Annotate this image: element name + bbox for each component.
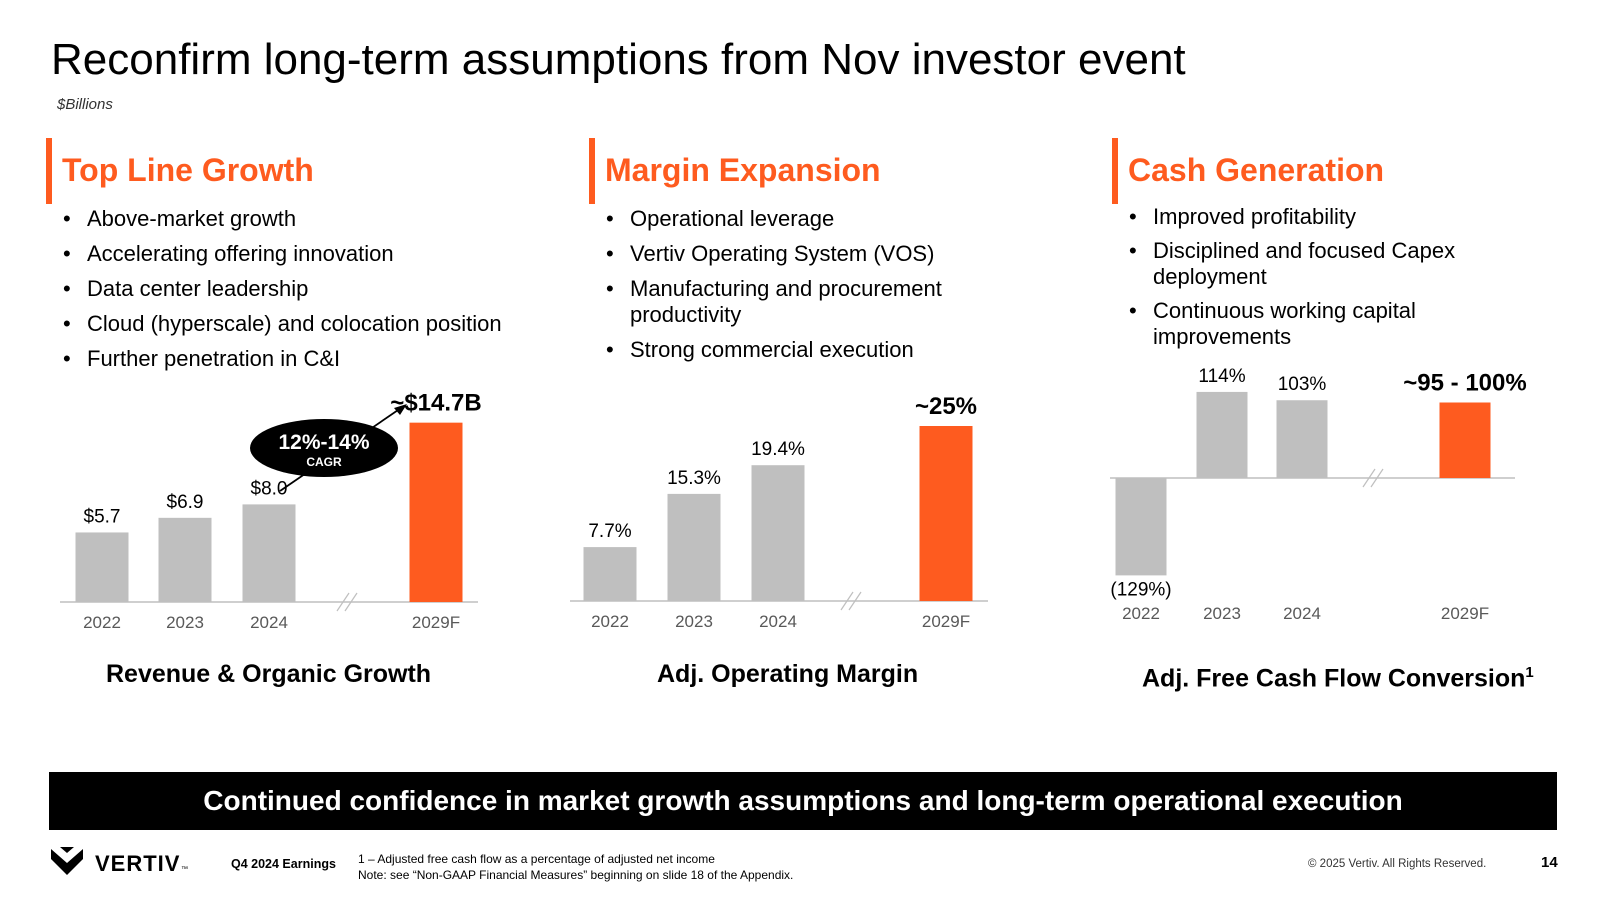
operating-margin-chart-title: Adj. Operating Margin bbox=[657, 660, 919, 688]
operating-margin-bar-chart: 7.7% 2022 15.3% 2023 19.4% 2024 ~25% 2029F bbox=[570, 393, 988, 631]
vertiv-chevron-icon-notch bbox=[60, 847, 74, 853]
vertiv-logo-mark: VERTIV ™ bbox=[51, 847, 188, 876]
units-subtitle: $Billions bbox=[57, 96, 113, 113]
bullet-item: Improved profitability bbox=[1128, 204, 1508, 230]
tick-label-2029f: 2029F bbox=[1441, 604, 1489, 623]
data-label-2023: $6.9 bbox=[167, 492, 204, 513]
fcf-footnote-marker: 1 bbox=[1525, 664, 1534, 681]
tick-label-2029f: 2029F bbox=[412, 613, 460, 632]
bullet-item: Cloud (hyperscale) and colocation positi… bbox=[62, 311, 502, 337]
top-line-growth-bullets: Above-market growth Accelerating offerin… bbox=[62, 206, 502, 372]
footnote-1: 1 – Adjusted free cash flow as a percent… bbox=[358, 852, 715, 866]
axis-break-mark bbox=[848, 591, 862, 611]
tick-label-2024: 2024 bbox=[759, 612, 797, 631]
section-accent-bar bbox=[1112, 138, 1118, 204]
section-heading-cash-generation: Cash Generation bbox=[1128, 152, 1385, 188]
bullet-item: Above-market growth bbox=[62, 206, 502, 232]
page-number: 14 bbox=[1541, 854, 1558, 871]
bar-2023 bbox=[158, 517, 212, 602]
bar-2029f bbox=[409, 422, 463, 602]
bar-2023 bbox=[667, 493, 721, 601]
data-label-2024: $8.0 bbox=[251, 478, 288, 499]
tick-label-2029f: 2029F bbox=[922, 612, 970, 631]
vertiv-wordmark: VERTIV bbox=[95, 851, 180, 876]
cagr-value: 12%-14% bbox=[278, 431, 369, 454]
data-label-2022: (129%) bbox=[1110, 579, 1171, 600]
footnote-note: Note: see “Non-GAAP Financial Measures” … bbox=[358, 868, 794, 882]
data-label-2022: $5.7 bbox=[84, 506, 121, 527]
data-label-2024: 19.4% bbox=[751, 439, 805, 460]
cagr-arrow-head-icon bbox=[394, 404, 407, 415]
vertiv-tm: ™ bbox=[181, 866, 188, 873]
section-accent-bar bbox=[589, 138, 595, 204]
data-label-2029f: ~25% bbox=[915, 393, 977, 420]
bar-2029f bbox=[1439, 402, 1491, 478]
tick-label-2024: 2024 bbox=[250, 613, 288, 632]
data-label-2022: 7.7% bbox=[588, 521, 631, 542]
vertiv-chevron-icon bbox=[51, 849, 83, 875]
bullet-item: Strong commercial execution bbox=[605, 337, 1005, 363]
section-accent-bar bbox=[46, 138, 52, 204]
bullet-item: Accelerating offering innovation bbox=[62, 241, 502, 267]
bar-2022 bbox=[1115, 478, 1167, 576]
section-heading-margin-expansion: Margin Expansion bbox=[605, 152, 881, 188]
footnotes: 1 – Adjusted free cash flow as a percent… bbox=[358, 851, 793, 883]
section-heading-top-line-growth: Top Line Growth bbox=[62, 152, 314, 188]
bullet-item: Continuous working capital improvements bbox=[1128, 298, 1463, 350]
axis-break-mark bbox=[1362, 468, 1376, 488]
bar-2024 bbox=[1276, 400, 1328, 478]
data-label-2023: 114% bbox=[1198, 366, 1245, 387]
data-label-2024: 103% bbox=[1278, 374, 1327, 395]
bullet-item: Further penetration in C&I bbox=[62, 346, 502, 372]
data-label-2023: 15.3% bbox=[667, 468, 721, 489]
bar-2029f bbox=[919, 426, 973, 601]
cagr-ellipse bbox=[250, 419, 398, 477]
tick-label-2023: 2023 bbox=[1203, 604, 1241, 623]
tick-label-2022: 2022 bbox=[83, 613, 121, 632]
axis-break-mark bbox=[840, 591, 854, 611]
tick-label-2023: 2023 bbox=[166, 613, 204, 632]
bullet-item: Operational leverage bbox=[605, 206, 1005, 232]
conclusion-banner: Continued confidence in market growth as… bbox=[49, 772, 1557, 830]
axis-break-mark bbox=[1370, 468, 1384, 488]
bar-2022 bbox=[75, 532, 129, 602]
earnings-label: Q4 2024 Earnings bbox=[231, 857, 336, 871]
page-title: Reconfirm long-term assumptions from Nov… bbox=[51, 35, 1186, 84]
data-label-2029f: ~$14.7B bbox=[390, 390, 481, 417]
bar-2023 bbox=[1196, 391, 1248, 478]
tick-label-2023: 2023 bbox=[675, 612, 713, 631]
bar-2024 bbox=[751, 465, 805, 601]
bar-2024 bbox=[242, 504, 296, 602]
bullet-item: Data center leadership bbox=[62, 276, 502, 302]
cagr-label: CAGR bbox=[306, 455, 342, 469]
tick-label-2022: 2022 bbox=[591, 612, 629, 631]
axis-break-mark bbox=[336, 592, 350, 612]
bar-2022 bbox=[583, 547, 637, 601]
axis-break-mark bbox=[344, 592, 358, 612]
fcf-conversion-bar-chart: (129%) 2022 114% 2023 103% 2024 ~95 - 100% 2029… bbox=[1110, 366, 1527, 623]
revenue-chart-title: Revenue & Organic Growth bbox=[106, 660, 432, 688]
bullet-item: Vertiv Operating System (VOS) bbox=[605, 241, 1005, 267]
vertiv-logo: VERTIV ™ bbox=[51, 845, 241, 884]
tick-label-2022: 2022 bbox=[1122, 604, 1160, 623]
fcf-chart-title-text: Adj. Free Cash Flow Conversion bbox=[1142, 664, 1526, 693]
copyright: © 2025 Vertiv. All Rights Reserved. bbox=[1308, 858, 1487, 870]
margin-expansion-bullets: Operational leverage Vertiv Operating Sy… bbox=[605, 206, 1005, 363]
cash-generation-bullets: Improved profitability Disciplined and f… bbox=[1128, 204, 1508, 350]
revenue-bar-chart: $5.7 2022 $6.9 2023 $8.0 2024 ~$14.7B 2029F 12%-… bbox=[60, 390, 482, 632]
fcf-chart-title: Adj. Free Cash Flow Conversion1 bbox=[1142, 658, 1534, 693]
bullet-item: Manufacturing and procurement productivi… bbox=[605, 276, 970, 328]
data-label-2029f: ~95 - 100% bbox=[1403, 370, 1526, 397]
tick-label-2024: 2024 bbox=[1283, 604, 1321, 623]
bullet-item: Disciplined and focused Capex deployment bbox=[1128, 238, 1498, 290]
